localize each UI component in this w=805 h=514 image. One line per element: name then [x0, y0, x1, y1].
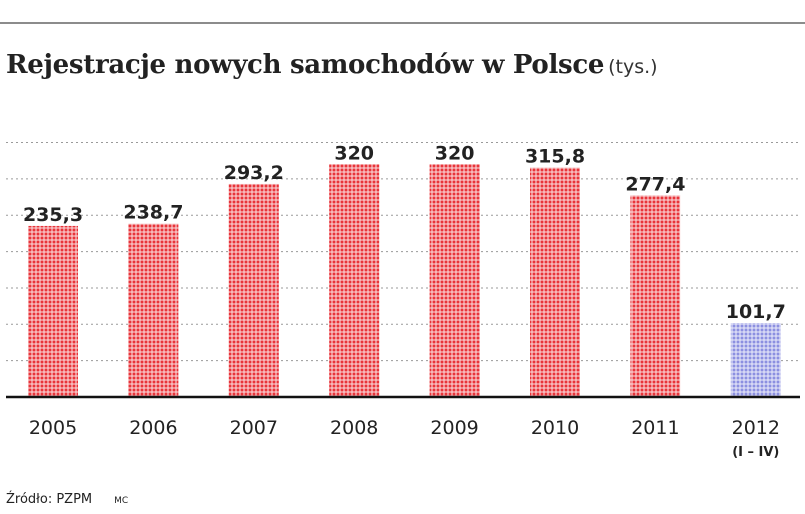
x-tick-labels: 2005 2006 2007 2008 2009 2010 2011 2012 (I – IV) [29, 417, 780, 460]
value-labels: 235,3 238,7 293,2 320 320 315,8 277,4 101,7 [23, 142, 786, 323]
author-initials: MC [114, 496, 129, 506]
source-text: Źródło: PZPM [6, 492, 93, 507]
bar-2010 [530, 167, 580, 397]
bar-2005 [28, 225, 78, 397]
x-tick-2006: 2006 [129, 417, 177, 439]
value-label-2007: 293,2 [224, 162, 284, 184]
bar-2007 [228, 183, 279, 397]
value-label-2005: 235,3 [23, 204, 83, 226]
bar-2009 [429, 164, 480, 397]
x-tick-2005: 2005 [29, 417, 77, 439]
bar-2008 [329, 164, 380, 397]
x-tick-2007: 2007 [230, 417, 278, 439]
bar-chart: 235,3 238,7 293,2 320 320 315,8 277,4 101,7 200… [6, 142, 800, 460]
value-label-2010: 315,8 [525, 145, 585, 167]
bar-2011 [630, 195, 681, 397]
chart-title: Rejestracje nowych samochodów w Polsce [6, 50, 605, 80]
value-label-2008: 320 [334, 142, 374, 164]
x-tick-2008: 2008 [330, 417, 378, 439]
value-label-2009: 320 [435, 142, 475, 164]
value-label-2012: 101,7 [726, 301, 786, 323]
x-tick-2011: 2011 [631, 417, 679, 439]
value-label-2006: 238,7 [123, 201, 183, 223]
source-note: Źródło: PZPM MC [6, 492, 128, 507]
chart-unit: (tys.) [608, 56, 658, 78]
bar-2006 [128, 223, 179, 397]
chart-title-block: Rejestracje nowych samochodów w Polsce (t… [6, 50, 658, 80]
top-rule [0, 22, 805, 24]
x-tick-2009: 2009 [430, 417, 478, 439]
value-label-2011: 277,4 [625, 173, 685, 195]
x-tick-2010: 2010 [531, 417, 579, 439]
bar-2012 [730, 323, 781, 397]
x-tick-2012: 2012 [732, 417, 780, 439]
x-tick-sublabel-2012: (I – IV) [732, 445, 779, 460]
bars [28, 164, 781, 397]
